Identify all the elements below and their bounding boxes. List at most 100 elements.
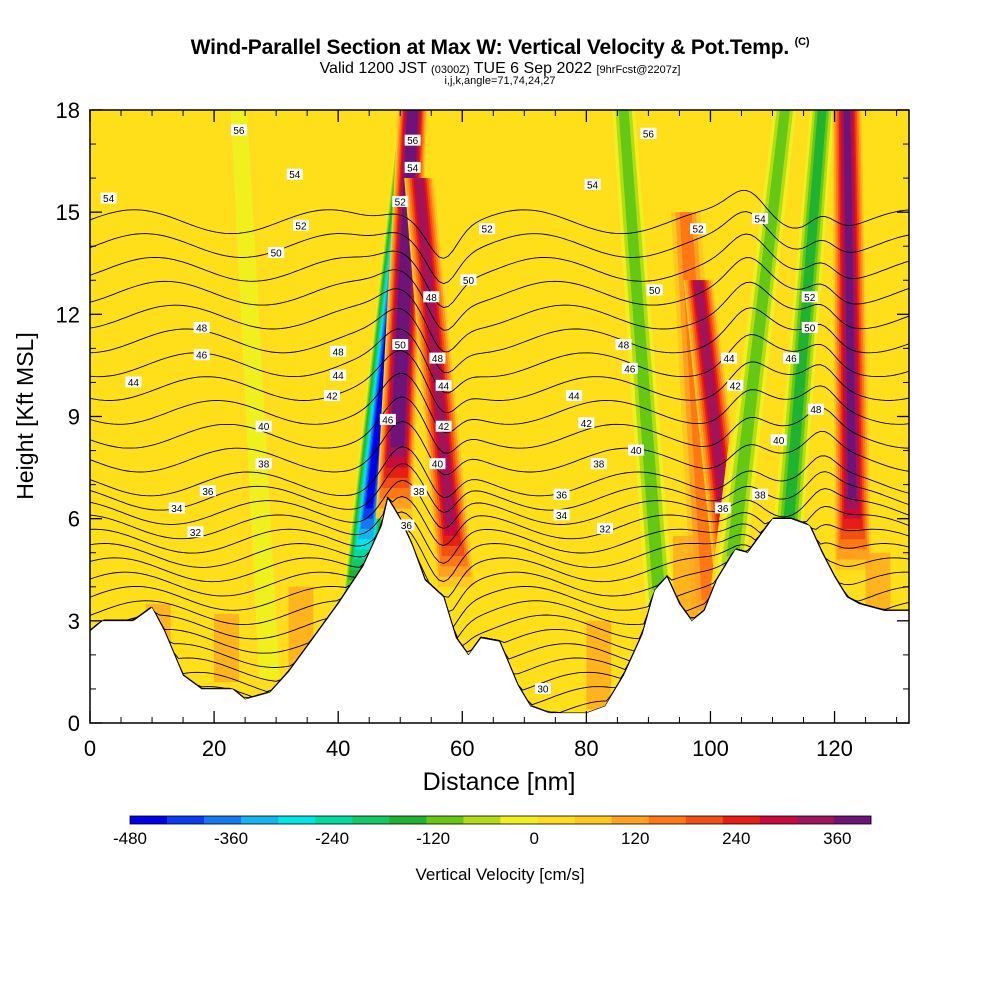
- contour-label-17: 54: [404, 161, 421, 174]
- contour-label-bg: [578, 417, 595, 429]
- contour-label-bg: [596, 522, 613, 534]
- plot-frame: [89, 109, 910, 724]
- velocity-band-2-7: [415, 178, 455, 526]
- y-tick-label: 6: [68, 507, 80, 532]
- contour-label-2: 54: [100, 192, 117, 205]
- colorbar-swatch: [685, 816, 724, 824]
- colorbar-swatch: [167, 816, 205, 824]
- contour-label-bg: [534, 682, 551, 694]
- contour-label-bg: [801, 321, 818, 333]
- isentrope-56: [90, 211, 909, 285]
- contour-label-text: 54: [587, 180, 599, 191]
- colorbar-tick-label: 0: [529, 829, 538, 848]
- colorbar-swatch: [537, 816, 575, 824]
- contour-label-13: 36: [199, 485, 216, 498]
- contour-label-bg: [553, 509, 570, 521]
- contour-label-text: 54: [103, 194, 115, 205]
- contour-label-0: 56: [230, 124, 247, 137]
- isentrope-53: [90, 281, 909, 353]
- x-tick-label: 120: [816, 736, 853, 761]
- contour-label-text: 52: [482, 225, 494, 236]
- contour-label-12: 38: [255, 458, 272, 471]
- contour-label-27: 36: [398, 519, 415, 532]
- contour-label-bg: [640, 127, 657, 139]
- contour-label-bg: [199, 485, 216, 497]
- contour-label-text: 48: [333, 347, 345, 358]
- contour-label-bg: [770, 434, 787, 446]
- contour-label-text: 52: [395, 197, 407, 208]
- terrain-mask: [90, 497, 909, 723]
- contour-label-text: 40: [432, 460, 444, 471]
- colorbar-tick-label: -120: [416, 829, 450, 848]
- y-tick-label: 3: [68, 609, 80, 634]
- contour-label-text: 46: [624, 364, 636, 375]
- contour-label-bg: [193, 349, 210, 361]
- contour-label-10: 42: [323, 390, 340, 403]
- contour-label-text: 42: [326, 392, 338, 403]
- colorbar-swatch: [722, 816, 761, 824]
- contour-label-text: 42: [581, 419, 593, 430]
- isentrope-50: [90, 350, 909, 414]
- colorbar-tick-label: 360: [823, 829, 851, 848]
- isentrope-52: [90, 307, 909, 374]
- contour-label-bg: [435, 420, 452, 432]
- x-tick-label: 20: [202, 736, 226, 761]
- contour-label-43: 30: [534, 682, 551, 695]
- chart-indices: i,j,k,angle=71,74,24,27: [444, 75, 556, 87]
- contour-label-45: 52: [801, 291, 818, 304]
- contour-label-36: 44: [565, 390, 582, 403]
- colorbar-label: Vertical Velocity [cm/s]: [415, 865, 584, 884]
- colorbar: -480 -360 -240 -120 0 120 240 360: [113, 815, 872, 848]
- y-axis-label: Height [Kft MSL]: [12, 332, 38, 499]
- contour-label-bg: [727, 379, 744, 391]
- contour-label-23: 42: [435, 420, 452, 433]
- contour-label-bg: [323, 390, 340, 402]
- contour-label-bg: [752, 212, 769, 224]
- contour-label-3: 52: [292, 219, 309, 232]
- contour-label-32: 52: [690, 223, 707, 236]
- colorbar-tick-label: -480: [113, 829, 147, 848]
- contour-label-44: 54: [752, 212, 769, 225]
- contour-label-bg: [435, 379, 452, 391]
- contour-label-text: 52: [692, 225, 704, 236]
- contour-label-11: 40: [255, 420, 272, 433]
- isentrope-45: [90, 463, 909, 513]
- contour-label-bg: [429, 458, 446, 470]
- contour-label-text: 44: [333, 371, 345, 382]
- contour-label-text: 40: [773, 436, 785, 447]
- contour-label-text: 52: [804, 293, 816, 304]
- contour-label-bg: [807, 403, 824, 415]
- colorbar-tick-label: 120: [621, 829, 649, 848]
- contour-label-9: 44: [330, 369, 347, 382]
- contour-label-text: 36: [401, 521, 413, 532]
- contour-label-35: 46: [621, 362, 638, 375]
- contour-label-46: 50: [801, 321, 818, 334]
- colorbar-swatch: [611, 816, 649, 824]
- colorbar-swatch: [833, 816, 872, 824]
- contour-label-47: 44: [721, 352, 738, 365]
- contour-label-bg: [553, 488, 570, 500]
- contour-label-25: 40: [429, 458, 446, 471]
- contour-label-text: 52: [295, 221, 307, 232]
- contour-label-26: 38: [410, 485, 427, 498]
- contour-label-41: 34: [553, 509, 570, 522]
- contour-label-text: 50: [395, 340, 407, 351]
- contour-label-bg: [584, 178, 601, 190]
- contour-label-bg: [423, 291, 440, 303]
- contour-label-24: 46: [379, 413, 396, 426]
- y-tick-label: 18: [56, 98, 80, 123]
- colorbar-swatch: [204, 816, 242, 824]
- contour-label-bg: [752, 488, 769, 500]
- contour-label-text: 48: [432, 354, 444, 365]
- colorbar-swatch: [796, 816, 835, 824]
- colorbar-tick-label: 240: [722, 829, 750, 848]
- contour-label-31: 54: [584, 178, 601, 191]
- contour-label-text: 50: [804, 323, 816, 334]
- contour-label-22: 44: [435, 379, 452, 392]
- contour-label-bg: [255, 420, 272, 432]
- contour-label-bg: [429, 352, 446, 364]
- contour-label-bg: [410, 485, 427, 497]
- contour-label-text: 42: [438, 422, 450, 433]
- contour-label-text: 48: [426, 293, 438, 304]
